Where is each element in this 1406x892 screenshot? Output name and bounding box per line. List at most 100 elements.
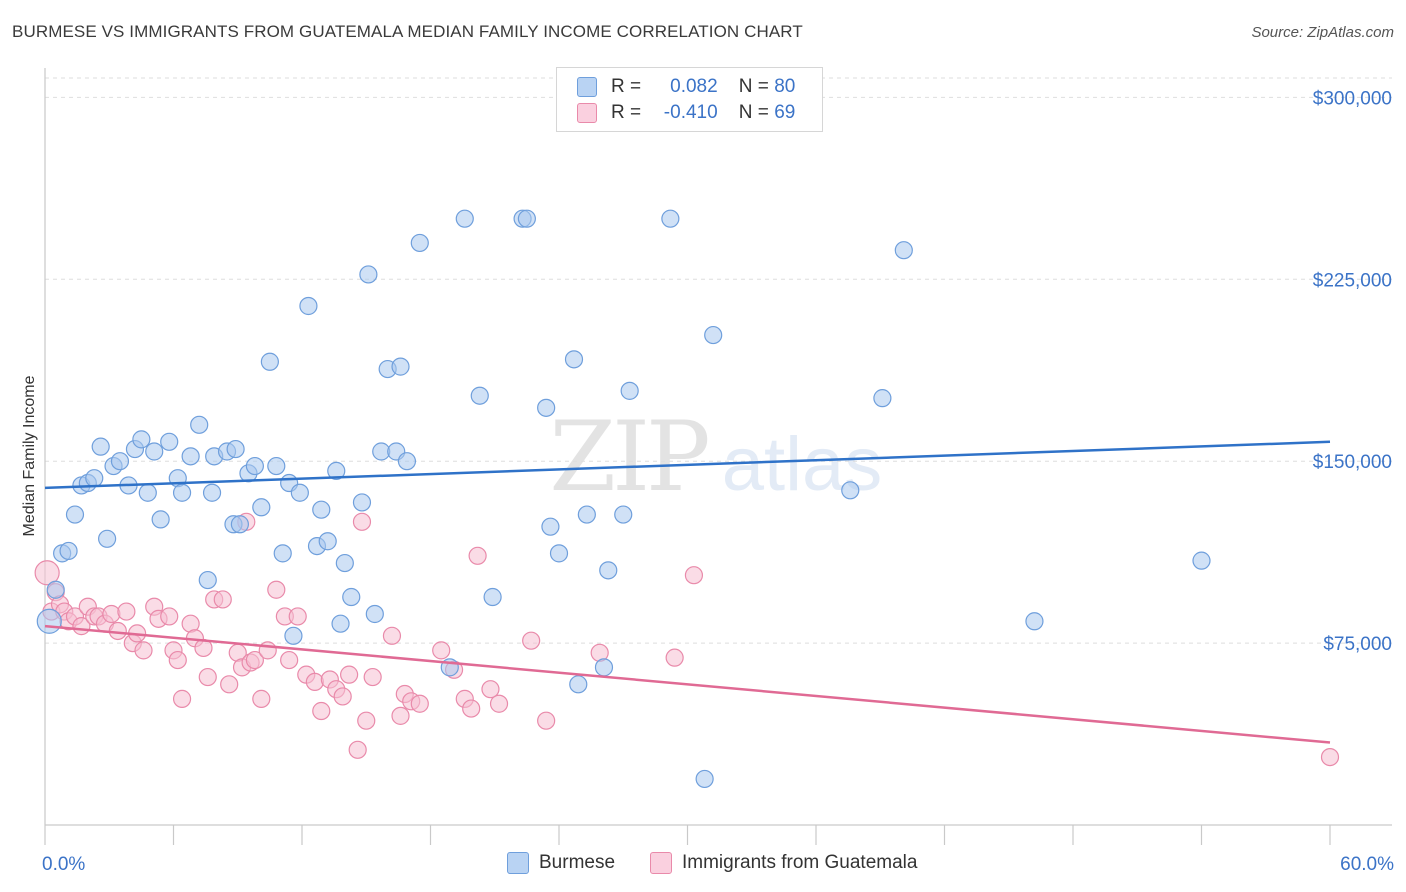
guatemala-r-value: -0.410 [663, 102, 718, 123]
x-tick-labels: 0.0% 60.0% [42, 854, 1394, 875]
guatemala-point [245, 650, 264, 670]
guatemala-point [684, 566, 704, 585]
burmese-point [599, 561, 618, 580]
x-tick-label-min: 0.0% [42, 854, 85, 875]
guatemala-point [305, 672, 324, 692]
y-tick-labels: $75,000 $150,000 $225,000 $300,000 [1313, 88, 1392, 655]
burmese-point [410, 233, 429, 253]
burmese-point [91, 437, 110, 456]
guatemala-n-value: 69 [774, 102, 796, 123]
burmese-point [273, 544, 292, 563]
burmese-point [594, 658, 614, 677]
guatemala-point [340, 665, 359, 684]
burmese-point [36, 608, 62, 634]
burmese-point [661, 209, 680, 228]
guatemala-point [410, 694, 429, 713]
guatemala-point [665, 648, 684, 667]
burmese-point [138, 483, 157, 502]
guatemala-point [134, 641, 153, 660]
burmese-point [46, 580, 65, 599]
guatemala-point [489, 694, 509, 713]
guatemala-point [462, 699, 481, 718]
guatemala-point [288, 607, 307, 626]
guatemala-point [432, 641, 451, 660]
burmese-point [564, 350, 584, 369]
burmese-n-value: 80 [774, 76, 796, 97]
burmese-point [455, 209, 474, 228]
y-tick-label: $225,000 [1313, 270, 1392, 291]
guatemala-trend-line [44, 624, 1331, 744]
guatemala-point [220, 675, 239, 694]
bottom-legend: Burmese Immigrants from Guatemala [0, 850, 1406, 878]
y-tick-label: $150,000 [1313, 452, 1392, 473]
burmese-point [59, 541, 78, 561]
burmese-point [284, 626, 303, 645]
burmese-point [260, 352, 279, 371]
legend-row-burmese: R = 0.082 N = 80 [577, 73, 795, 101]
burmese-point [172, 483, 192, 502]
burmese-point [614, 505, 633, 524]
guatemala-point [357, 711, 376, 730]
burmese-point [704, 325, 723, 345]
burmese-legend-label: Burmese [539, 852, 616, 873]
burmese-point [537, 398, 556, 417]
burmese-r-label: R = [611, 76, 642, 97]
burmese-r-value: 0.082 [670, 76, 718, 97]
burmese-legend-swatch [507, 852, 529, 874]
burmese-point [252, 498, 271, 517]
guatemala-point [117, 602, 136, 621]
guatemala-point [363, 667, 382, 687]
guatemala-point [468, 546, 487, 565]
burmese-point [1192, 551, 1211, 570]
burmese-point [145, 442, 164, 461]
burmese-point [335, 553, 354, 573]
guatemala-n-label: N = [738, 102, 769, 123]
guatemala-point [34, 560, 60, 586]
burmese-point [577, 505, 596, 524]
axes [44, 68, 1392, 845]
burmese-point [365, 604, 384, 624]
burmese-trend-line [44, 440, 1331, 490]
watermark: ZIP atlas [549, 401, 882, 513]
guatemala-point [172, 689, 192, 708]
burmese-point [359, 265, 378, 284]
guatemala-swatch [577, 103, 597, 123]
bottom-legend-guatemala[interactable]: Immigrants from Guatemala [650, 852, 917, 874]
burmese-point [549, 544, 569, 563]
guatemala-point [312, 701, 331, 721]
burmese-point [290, 483, 309, 502]
guatemala-point [280, 650, 299, 670]
guatemala-point [267, 580, 286, 599]
guatemala-r-label: R = [611, 102, 642, 123]
guatemala-points [34, 512, 1340, 767]
guatemala-point [252, 689, 271, 708]
guatemala-point [213, 590, 232, 609]
x-tick-label-max: 60.0% [1340, 854, 1394, 875]
guatemala-legend-swatch [650, 852, 672, 874]
burmese-point [267, 456, 286, 476]
burmese-point [695, 769, 714, 789]
burmese-point [245, 456, 264, 476]
burmese-point [318, 532, 337, 551]
guatemala-point [1320, 747, 1340, 767]
guatemala-point [537, 711, 556, 730]
source-label: Source: ZipAtlas.com [1251, 24, 1394, 41]
guatemala-point [168, 650, 187, 670]
burmese-point [894, 241, 913, 260]
bottom-legend-burmese[interactable]: Burmese [507, 852, 615, 874]
burmese-point [190, 415, 209, 434]
burmese-point [151, 510, 170, 529]
burmese-point [230, 515, 249, 534]
guatemala-point [352, 512, 372, 531]
burmese-point [202, 483, 222, 502]
burmese-point [65, 505, 85, 524]
guatemala-point [522, 631, 541, 650]
guatemala-legend-label: Immigrants from Guatemala [682, 852, 918, 873]
burmese-point [331, 614, 350, 633]
watermark-zip: ZIP [549, 401, 708, 513]
burmese-point [397, 452, 417, 471]
burmese-point [620, 381, 639, 400]
burmese-point [312, 500, 331, 519]
guatemala-point [102, 604, 121, 624]
